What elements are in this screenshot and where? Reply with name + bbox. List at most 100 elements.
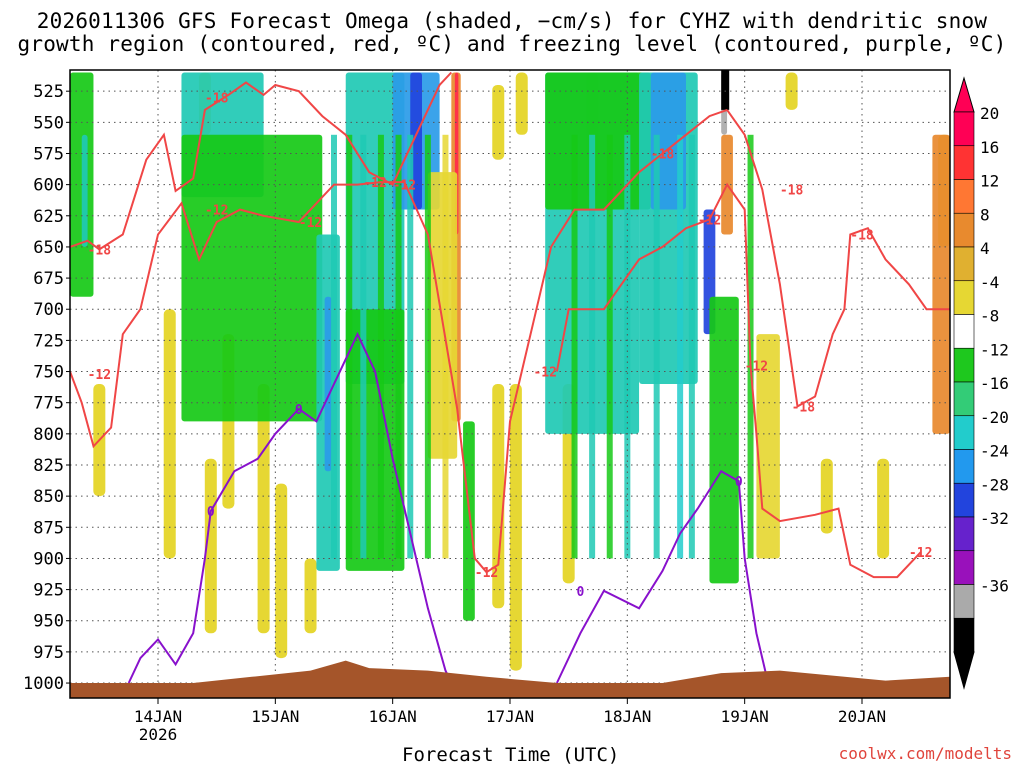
omega-filament bbox=[677, 134, 684, 559]
y-tick-label: 625 bbox=[33, 207, 64, 227]
omega-filament bbox=[407, 134, 414, 559]
colorbar-label: -12 bbox=[980, 340, 1009, 359]
contour-label: -18 bbox=[88, 243, 112, 258]
colorbar-label: 12 bbox=[980, 172, 999, 191]
terrain-fill bbox=[70, 660, 950, 698]
colorbar-swatch bbox=[953, 314, 975, 349]
chart-title-line-1: 2026011306 GFS Forecast Omega (shaded, −… bbox=[36, 9, 988, 33]
colorbar-label: -28 bbox=[980, 475, 1009, 494]
credit-link[interactable]: coolwx.com/modelts bbox=[838, 744, 1012, 763]
omega-filament bbox=[653, 134, 660, 559]
omega-region-green bbox=[545, 72, 651, 210]
y-tick-label: 525 bbox=[33, 82, 64, 102]
y-tick-label: 975 bbox=[33, 643, 64, 663]
contour-label: -18 bbox=[780, 184, 804, 199]
colorbar: 20 16 12 8 4 -4 -8 -12 -16 -20 -24 -28 -32 -36 bbox=[953, 76, 1009, 690]
contour-label: 0 bbox=[295, 403, 303, 418]
colorbar-swatch bbox=[953, 111, 975, 147]
contour-label: -18 bbox=[792, 400, 816, 415]
colorbar-swatch bbox=[953, 280, 975, 315]
x-tick-label: 15JAN bbox=[251, 707, 299, 726]
omega-streak bbox=[492, 384, 505, 609]
x-tick-label: 14JAN bbox=[134, 707, 182, 726]
omega-filament bbox=[589, 134, 596, 559]
y-tick-label: 575 bbox=[33, 144, 64, 164]
contour-label: -12 bbox=[205, 204, 228, 219]
contour-label: -18 bbox=[651, 147, 675, 162]
colorbar-swatch bbox=[953, 550, 975, 585]
omega-region-teal bbox=[81, 134, 88, 247]
colorbar-swatch bbox=[953, 449, 975, 484]
colorbar-label: 8 bbox=[980, 205, 990, 224]
contour-label: 0 bbox=[576, 585, 584, 600]
x-tick-label: 19JAN bbox=[721, 707, 769, 726]
y-tick-label: 925 bbox=[33, 581, 64, 601]
omega-filament bbox=[331, 134, 337, 559]
contour-label: -12 bbox=[745, 359, 768, 374]
freezing-level-contour bbox=[127, 331, 453, 684]
contour-label: -12 bbox=[393, 179, 416, 194]
colorbar-label: -16 bbox=[980, 374, 1009, 393]
contour-label: -12 bbox=[88, 368, 111, 383]
dgz-contour-minus12 bbox=[70, 108, 728, 574]
contour-label: -12 bbox=[363, 176, 386, 191]
y-tick-label: 850 bbox=[33, 487, 64, 507]
dgz-contour-minus12-b bbox=[555, 182, 922, 579]
contour-label: -12 bbox=[698, 214, 721, 229]
contour-label: -12 bbox=[299, 216, 322, 231]
colorbar-label: 20 bbox=[980, 104, 999, 123]
contour-label: -12 bbox=[533, 366, 556, 381]
colorbar-swatch bbox=[953, 617, 975, 653]
colorbar-label: 4 bbox=[980, 239, 990, 258]
contour-label: -18 bbox=[205, 91, 229, 106]
omega-filament bbox=[377, 134, 384, 559]
omega-streak bbox=[492, 84, 505, 160]
x-tick-label: 18JAN bbox=[603, 707, 651, 726]
omega-region-blue bbox=[324, 296, 332, 472]
colorbar-swatch bbox=[953, 415, 975, 450]
colorbar-swatch bbox=[953, 584, 975, 619]
colorbar-swatch bbox=[953, 145, 975, 180]
colorbar-top-arrow bbox=[953, 76, 975, 113]
x-axis-title: Forecast Time (UTC) bbox=[402, 744, 620, 766]
y-tick-label: 750 bbox=[33, 363, 64, 383]
y-tick-label: 675 bbox=[33, 269, 64, 289]
omega-filament bbox=[346, 134, 353, 559]
y-tick-label: 550 bbox=[33, 113, 64, 133]
omega-filament bbox=[571, 134, 578, 559]
omega-region-orange bbox=[932, 134, 950, 434]
colorbar-swatch bbox=[953, 179, 975, 214]
colorbar-label: -24 bbox=[980, 442, 1009, 461]
contour-label: 0 bbox=[735, 475, 743, 490]
contour-label: -12 bbox=[909, 546, 932, 561]
chart-title-line-2: growth region (contoured, red, ºC) and f… bbox=[17, 32, 1007, 56]
colorbar-label: -4 bbox=[980, 273, 999, 292]
contour-label: 0 bbox=[207, 505, 215, 520]
omega-filament bbox=[424, 134, 431, 559]
x-tick-label: 16JAN bbox=[369, 707, 417, 726]
y-tick-label: 725 bbox=[33, 331, 64, 351]
colorbar-label: -8 bbox=[980, 307, 999, 326]
y-tick-label: 775 bbox=[33, 394, 64, 414]
y-tick-label: 800 bbox=[33, 425, 64, 445]
omega-streak bbox=[877, 458, 890, 559]
omega-region-green bbox=[463, 421, 475, 621]
colorbar-bottom-arrow bbox=[953, 651, 975, 690]
colorbar-swatch bbox=[953, 381, 975, 417]
y-tick-label: 825 bbox=[33, 456, 64, 476]
omega-region-green bbox=[709, 296, 739, 584]
colorbar-swatch bbox=[953, 482, 975, 518]
y-tick-label: 700 bbox=[33, 300, 64, 320]
omega-filament bbox=[624, 134, 631, 559]
dgz-contour-minus18 bbox=[70, 71, 453, 251]
omega-filament bbox=[442, 134, 449, 559]
terrain-surface bbox=[70, 660, 950, 698]
colorbar-swatch bbox=[953, 212, 975, 248]
colorbar-label: -20 bbox=[980, 408, 1009, 427]
y-tick-label: 650 bbox=[33, 238, 64, 258]
colorbar-label: -32 bbox=[980, 509, 1009, 528]
omega-streak bbox=[820, 458, 833, 534]
omega-streak bbox=[304, 558, 317, 634]
x-tick-year: 2026 bbox=[139, 725, 178, 744]
